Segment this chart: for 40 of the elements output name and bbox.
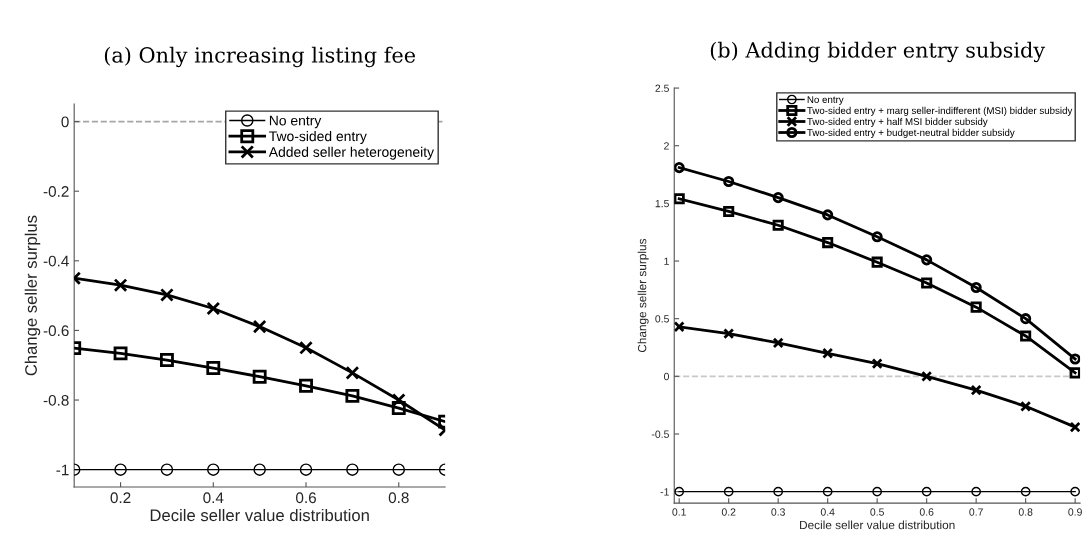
y-axis-title: Change seller surplus — [24, 215, 41, 376]
y-tick-label: -0.8 — [43, 394, 69, 406]
y-tick-label: 0.5 — [655, 315, 669, 323]
y-tick-label: 1.5 — [655, 199, 669, 208]
x-tick-label: 0.2 — [721, 508, 736, 516]
x-tick-label: 0.8 — [1018, 508, 1033, 516]
y-tick-label: -1 — [56, 464, 69, 476]
y-tick-label: 0 — [663, 372, 669, 381]
y-tick-label: -0.4 — [43, 255, 69, 267]
legend-label: Added seller heterogeneity — [268, 146, 434, 160]
legend-label: Two-sided entry + budget-neutral bidder subsidy — [807, 128, 1015, 138]
x-tick-label: 0.1 — [672, 508, 686, 516]
y-tick-label: -0.6 — [43, 325, 69, 337]
chart-title: (a) Only increasing listing fee — [104, 46, 416, 68]
x-axis-title: Decile seller value distribution — [800, 520, 955, 530]
legend-label: Two-sided entry + marg seller-indifferent (MSI) bidder subsidy — [807, 106, 1073, 116]
x-tick-label: 0.5 — [870, 508, 884, 516]
x-tick-label: 0.3 — [771, 508, 785, 516]
y-axis-title: Change seller surplus — [637, 238, 649, 353]
legend-label: Two-sided entry + half MSI bidder subsidy — [807, 117, 988, 127]
y-tick-label: -1 — [660, 488, 669, 496]
y-tick-label: 2 — [664, 142, 669, 150]
y-tick-label: 1 — [664, 257, 669, 265]
legend-label: Two-sided entry — [269, 131, 367, 144]
y-tick-label: -0.2 — [43, 186, 69, 197]
legend-label: No entry — [807, 96, 844, 105]
legend-label: No entry — [269, 115, 322, 129]
chart-title: (b) Adding bidder entry subsidy — [710, 41, 1046, 63]
y-tick-label: 2.5 — [655, 84, 669, 92]
y-tick-label: -0.5 — [651, 430, 669, 438]
x-tick-label: 0.4 — [203, 492, 224, 504]
x-tick-label: 0.7 — [969, 508, 983, 516]
x-tick-label: 0.4 — [820, 508, 835, 516]
x-tick-label: 0.6 — [296, 492, 316, 504]
x-axis-title: Decile seller value distribution — [150, 508, 369, 522]
x-tick-label: 0.9 — [1068, 508, 1082, 516]
x-tick-label: 0.8 — [388, 492, 409, 504]
x-tick-label: 0.6 — [919, 508, 934, 516]
y-tick-label: 0 — [61, 116, 69, 128]
x-tick-label: 0.2 — [110, 492, 131, 504]
